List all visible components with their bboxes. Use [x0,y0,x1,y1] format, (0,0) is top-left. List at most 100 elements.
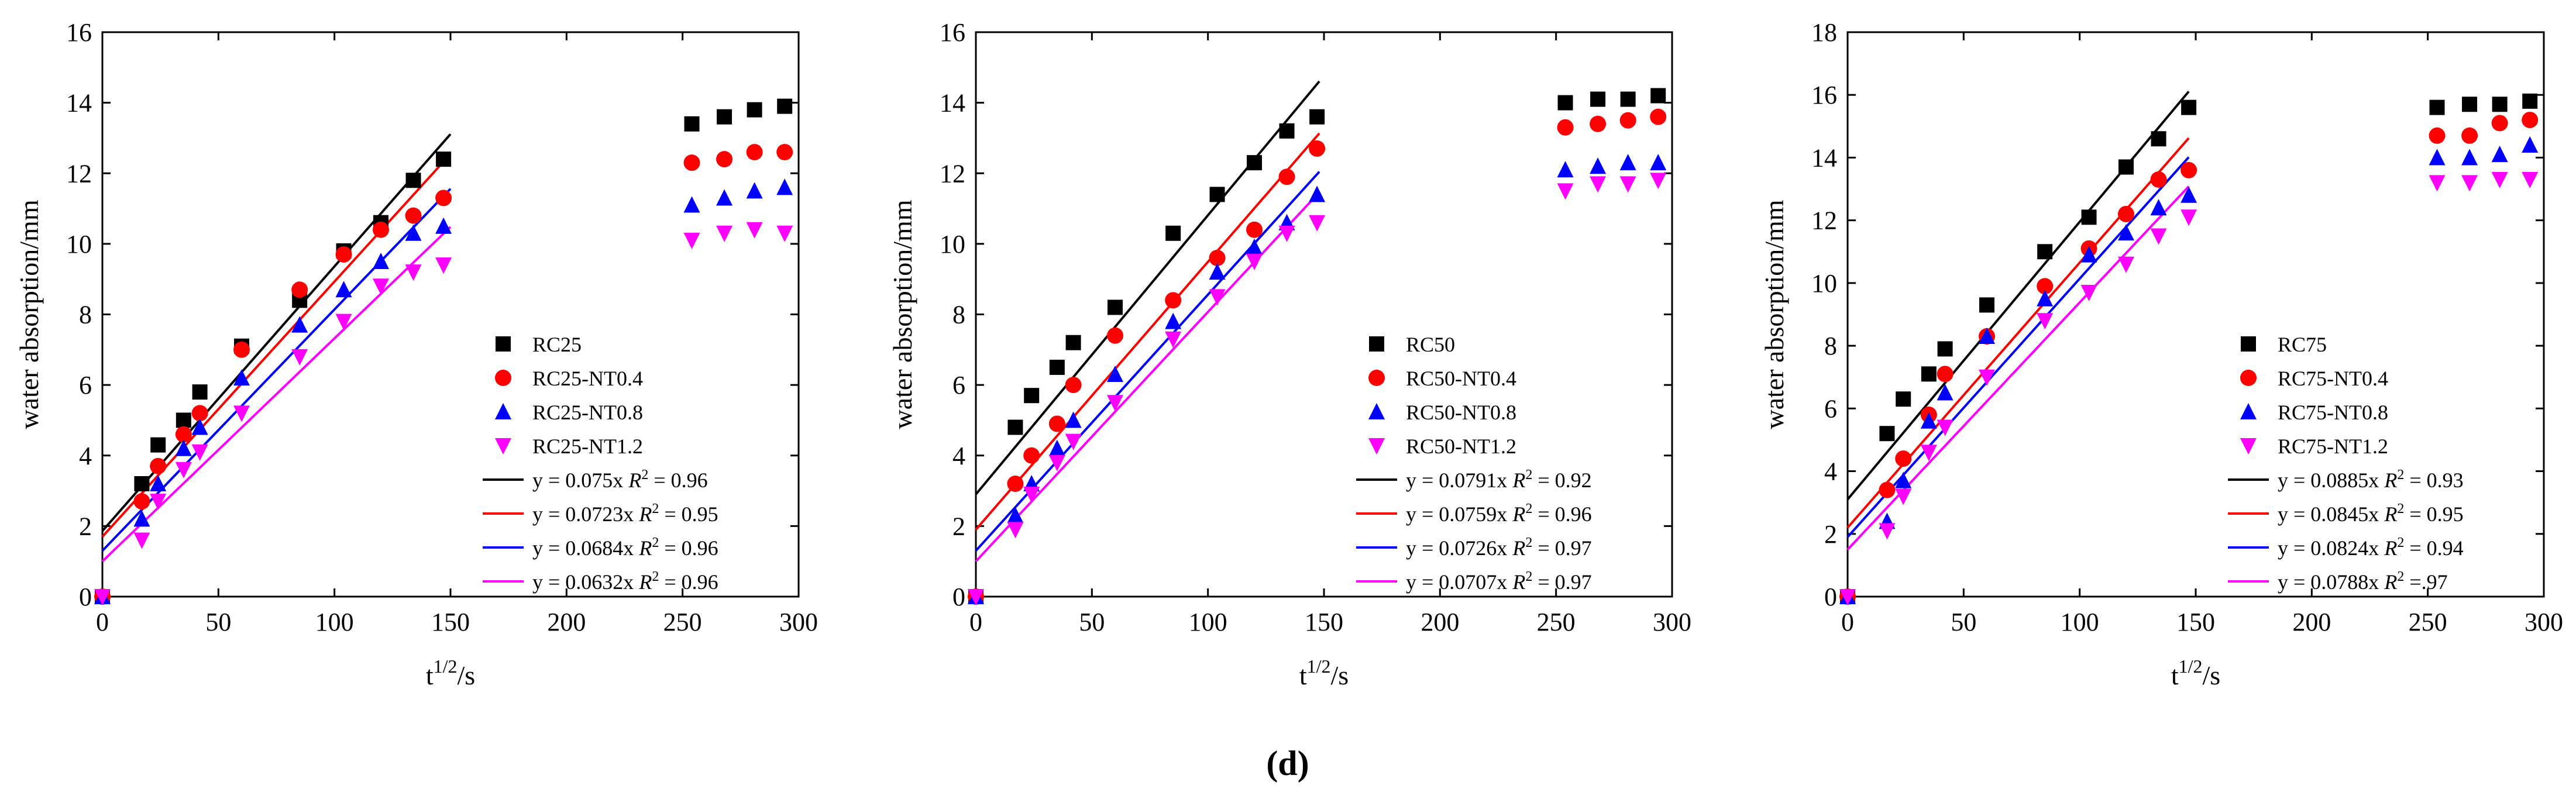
data-point-rc25-nt1-2 [335,314,352,330]
data-point-rc50-nt0-8 [1619,154,1636,171]
data-point-rc75-nt0-4 [2429,127,2446,144]
data-point-rc25-nt0-4 [291,281,308,298]
y-axis-title: water absorption/mm [888,199,917,429]
data-point-rc25-nt0-8 [746,182,763,199]
y-tick-label: 14 [940,89,965,118]
data-point-rc50-nt1-2 [1650,173,1667,190]
y-tick-label: 16 [66,18,92,47]
data-point-rc50-nt1-2 [1619,176,1636,193]
data-point-rc25 [777,98,793,114]
data-point-rc25-nt1-2 [435,257,452,274]
x-tick-label: 150 [1305,608,1343,636]
y-tick-label: 4 [79,442,92,470]
data-point-rc50-nt1-2 [1048,454,1065,471]
data-point-rc75 [2522,93,2538,109]
legend-label-rc75-nt1-2: RC75-NT1.2 [2278,435,2388,458]
x-tick-label: 300 [1653,608,1691,636]
data-point-rc75-nt1-2 [2429,175,2446,192]
x-tick-label: 100 [2061,608,2099,636]
data-point-rc25-nt0-4 [335,246,352,263]
data-point-rc25-nt1-2 [373,278,389,295]
data-point-rc25-nt0-4 [683,154,700,171]
data-point-rc75-nt0-8 [2461,149,2478,166]
data-point-rc25-nt1-2 [175,462,192,478]
chart-panel-rc75: 0 50 100 150 200 250 300 0 2 4 6 8 10 12 14 16 18 t1/2/s w… [1759,18,2563,690]
legend-label-rc75: RC75 [2278,333,2327,356]
data-point-rc25-nt0-8 [373,253,389,270]
data-point-rc75-nt0-4 [1937,366,1954,383]
legend-label-rc50-nt0-8: RC50-NT0.8 [1406,401,1516,424]
data-point-rc75-nt0-8 [2491,146,2508,163]
data-point-rc75 [2081,209,2097,225]
data-point-rc75-nt1-2 [1937,419,1954,436]
data-point-rc50-nt1-2 [1007,522,1024,539]
y-tick-label: 6 [952,371,965,399]
data-point-rc50-nt1-2 [1107,395,1123,412]
data-point-rc50-nt0-8 [1048,439,1065,456]
data-point-rc50-nt1-2 [1065,433,1082,450]
x-tick-label: 200 [1421,608,1459,636]
data-point-rc25-nt0-8 [776,178,793,195]
x-tick-label: 0 [96,608,109,636]
legend-marker-rc50-nt0-8 [1368,403,1385,419]
data-point-rc25-nt0-8 [291,316,308,333]
legend-equation: y = 0.0723x R2 = 0.95 [532,501,718,526]
data-point-rc25-nt0-4 [435,190,452,206]
data-point-rc50-nt0-8 [1007,507,1024,524]
x-tick-label: 150 [2176,608,2215,636]
y-tick-label: 2 [952,512,965,540]
data-point-rc25-nt0-4 [133,493,150,510]
data-point-rc50-nt0-4 [1065,377,1082,394]
data-point-rc50 [1024,388,1040,404]
data-point-rc25-nt0-8 [405,224,422,241]
fit-line-rc75-fit [1846,91,2190,501]
data-point-rc75-nt1-2 [2150,228,2167,245]
legend-label-rc75-nt0-4: RC75-NT0.4 [2278,367,2388,390]
x-tick-label: 200 [547,608,586,636]
data-point-rc25-nt1-2 [291,349,308,366]
legend-label-rc50: RC50 [1406,333,1455,356]
data-point-rc50-nt0-8 [1065,411,1082,428]
y-tick-label: 6 [79,371,92,399]
data-point-rc25 [150,437,166,453]
legend-marker-rc75-nt1-2 [2240,438,2257,454]
data-point-rc75 [2181,99,2197,115]
y-tick-label: 18 [1811,18,1837,47]
data-point-rc25 [192,384,208,400]
data-point-rc75 [2118,159,2134,175]
data-point-rc50-nt0-4 [1246,221,1263,238]
data-point-rc50-nt0-4 [1023,447,1040,464]
data-point-rc75-nt0-8 [1979,328,1995,345]
data-point-rc75 [1937,341,1953,357]
y-tick-label: 10 [66,230,92,259]
data-point-rc75-nt0-4 [2181,161,2197,178]
x-axis-title: t1/2/s [426,656,475,690]
x-tick-label: 300 [2525,608,2563,636]
data-point-rc50-nt1-2 [1278,225,1295,242]
legend-marker-rc25-nt0-4 [495,370,511,386]
data-point-rc75 [2492,97,2508,112]
data-point-rc75-nt1-2 [2522,171,2539,188]
y-tick-label: 0 [952,583,965,611]
y-tick-label: 8 [79,301,92,329]
legend-equation: y = 0.0726x R2 = 0.97 [1406,535,1592,560]
data-point-rc75 [2037,244,2053,260]
legend-equation: y = 0.0845x R2 = 0.95 [2278,501,2464,526]
y-tick-label: 8 [952,301,965,329]
legend-label-rc25: RC25 [532,333,582,356]
legend-equation: y = 0.0759x R2 = 0.96 [1406,501,1592,526]
y-tick-label: 16 [940,18,965,47]
data-point-rc50-nt0-4 [1048,415,1065,432]
data-point-rc50 [1620,91,1636,107]
data-point-rc75 [2429,99,2445,115]
data-point-rc50-nt0-8 [1209,263,1226,280]
x-tick-label: 50 [1951,608,1976,636]
data-point-rc25-nt0-8 [435,217,452,234]
data-point-rc50-nt0-4 [1209,250,1226,266]
y-tick-label: 12 [1811,206,1837,235]
data-point-rc75 [1896,391,1911,407]
data-point-rc25-nt0-8 [233,369,250,386]
x-tick-label: 50 [1079,608,1105,636]
data-point-rc75 [2462,97,2478,112]
